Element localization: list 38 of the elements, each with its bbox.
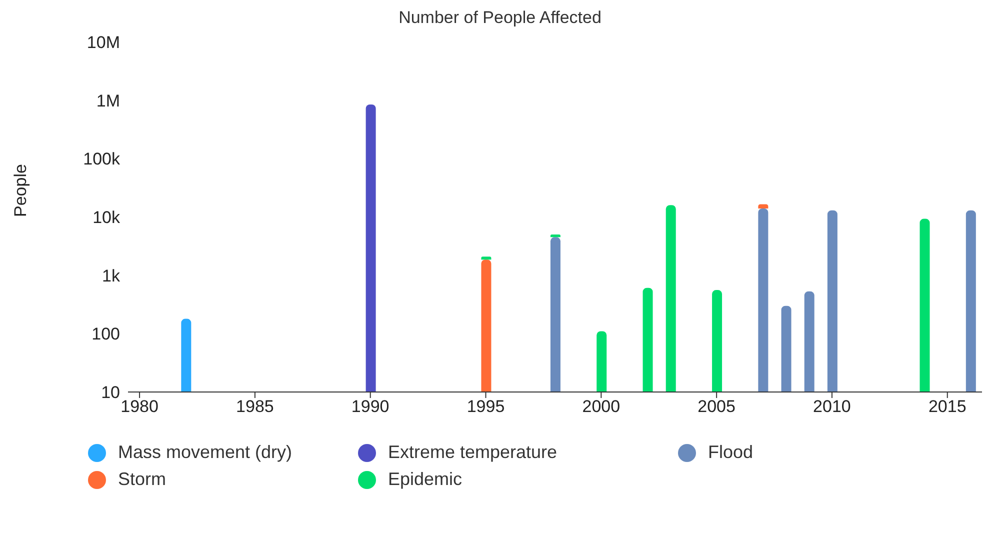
y-tick-label: 100 [92,324,120,344]
y-axis-title: People [11,164,30,217]
bar [366,104,376,392]
bar [642,288,653,392]
legend-label: Storm [118,469,166,490]
bar [758,208,768,392]
bar [550,234,560,238]
x-tick-label: 1995 [466,397,505,416]
legend-label: Epidemic [388,469,462,490]
bar [481,256,492,260]
bar [712,290,722,392]
bar [827,210,838,392]
y-tick-label: 10k [92,208,120,228]
x-tick-label: 1985 [236,397,274,416]
bar [920,218,930,392]
y-tick-label: 10M [86,33,120,52]
y-tick-label: 1k [102,266,120,286]
x-tick-label: 2015 [928,397,966,416]
legend-label: Mass movement (dry) [118,442,292,463]
x-tick-label: 1990 [351,397,390,416]
y-tick-label: 10 [101,383,120,402]
bar [966,210,976,392]
bar [804,291,814,392]
x-tick-label: 2005 [698,397,736,416]
bar [781,306,792,392]
bar [550,237,560,392]
y-tick-label: 1M [96,91,120,110]
bar [758,204,768,208]
legend-label: Extreme temperature [388,442,558,463]
legend-label: Flood [708,442,754,463]
bar [481,260,492,392]
bar [666,205,676,392]
chart-title: Number of People Affected [398,8,602,29]
x-tick-label: 2010 [813,397,851,416]
x-tick-label: 1980 [120,397,158,416]
x-tick-label: 2000 [582,397,620,416]
y-tick-label: 100k [83,150,120,169]
bar [181,318,192,392]
